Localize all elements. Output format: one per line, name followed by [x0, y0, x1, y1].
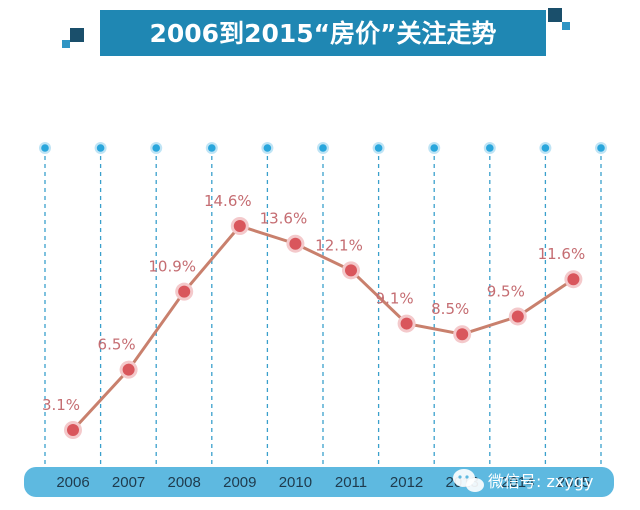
grid-lines — [39, 142, 607, 466]
data-point — [400, 317, 413, 330]
grid-dot — [597, 144, 605, 152]
title-banner: 2006到2015“房价”关注走势 — [62, 8, 570, 56]
data-point — [511, 310, 524, 323]
data-label: 8.5% — [431, 300, 469, 318]
title-deco-square — [562, 22, 570, 30]
data-label: 12.1% — [315, 236, 363, 254]
data-label: 11.6% — [538, 245, 586, 263]
data-label: 9.1% — [376, 290, 414, 308]
series-line — [71, 224, 575, 432]
x-tick-label: 2009 — [223, 474, 256, 491]
data-point — [456, 328, 469, 341]
watermark: 微信号: zxygy — [453, 469, 593, 492]
title-deco-square — [62, 40, 70, 48]
title-background — [100, 10, 546, 56]
x-tick-label: 2008 — [168, 474, 201, 491]
watermark-text: 微信号: zxygy — [488, 472, 593, 491]
data-label: 10.9% — [148, 258, 196, 276]
x-tick-label: 2015 — [557, 474, 590, 491]
title-deco-square — [548, 8, 562, 22]
x-tick-label: 2007 — [112, 474, 145, 491]
data-markers — [64, 217, 583, 439]
x-tick-label: 2011 — [335, 474, 367, 491]
grid-dot — [96, 144, 105, 152]
x-tick-label: 2012 — [390, 474, 423, 491]
data-label: 3.1% — [42, 396, 80, 414]
data-point — [178, 285, 191, 298]
wechat-icon — [453, 469, 484, 492]
grid-dot — [374, 144, 383, 152]
data-point — [67, 424, 79, 436]
chart-title: 2006到2015“房价”关注走势 — [149, 19, 496, 48]
grid-dot — [486, 144, 494, 152]
data-label: 9.5% — [487, 282, 525, 300]
grid-dot — [319, 144, 327, 152]
grid-dot — [263, 144, 272, 152]
x-tick-label: 2010 — [279, 474, 312, 491]
data-point — [567, 273, 580, 286]
x-tick-label: 2014 — [501, 474, 534, 491]
grid-dot — [541, 144, 550, 152]
data-point — [289, 237, 302, 250]
x-tick-label: 2006 — [56, 474, 89, 491]
data-label: 13.6% — [260, 210, 308, 228]
grid-dot — [208, 144, 216, 152]
grid-dot — [430, 144, 439, 152]
data-label: 14.6% — [204, 192, 252, 210]
data-point — [122, 363, 135, 376]
grid-dot — [41, 144, 49, 152]
data-labels: 3.1% 6.5% 10.9% 14.6% 13.6% 12.1% 9.1% 8.5% 9.5%… — [42, 192, 585, 414]
title-deco-square — [70, 28, 84, 42]
data-point — [345, 264, 357, 277]
data-point — [233, 220, 246, 232]
data-label: 6.5% — [98, 336, 136, 354]
grid-dot — [152, 144, 160, 152]
